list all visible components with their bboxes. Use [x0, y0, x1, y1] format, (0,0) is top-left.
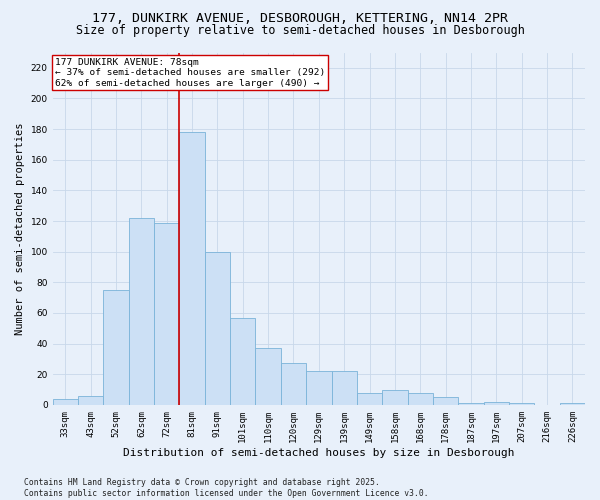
Bar	[382, 390, 407, 405]
Y-axis label: Number of semi-detached properties: Number of semi-detached properties	[15, 122, 25, 335]
Bar	[509, 404, 535, 405]
Text: 177 DUNKIRK AVENUE: 78sqm
← 37% of semi-detached houses are smaller (292)
62% of: 177 DUNKIRK AVENUE: 78sqm ← 37% of semi-…	[55, 58, 326, 88]
Bar	[78, 396, 103, 405]
X-axis label: Distribution of semi-detached houses by size in Desborough: Distribution of semi-detached houses by …	[123, 448, 515, 458]
Bar	[433, 397, 458, 405]
Bar	[306, 371, 332, 405]
Text: Size of property relative to semi-detached houses in Desborough: Size of property relative to semi-detach…	[76, 24, 524, 37]
Bar	[53, 398, 78, 405]
Bar	[357, 392, 382, 405]
Bar	[256, 348, 281, 405]
Bar	[332, 371, 357, 405]
Bar	[179, 132, 205, 405]
Bar	[103, 290, 129, 405]
Bar	[484, 402, 509, 405]
Bar	[154, 222, 179, 405]
Bar	[205, 252, 230, 405]
Bar	[281, 364, 306, 405]
Bar	[407, 392, 433, 405]
Text: 177, DUNKIRK AVENUE, DESBOROUGH, KETTERING, NN14 2PR: 177, DUNKIRK AVENUE, DESBOROUGH, KETTERI…	[92, 12, 508, 26]
Bar	[230, 318, 256, 405]
Bar	[129, 218, 154, 405]
Bar	[458, 404, 484, 405]
Bar	[560, 404, 585, 405]
Text: Contains HM Land Registry data © Crown copyright and database right 2025.
Contai: Contains HM Land Registry data © Crown c…	[24, 478, 428, 498]
